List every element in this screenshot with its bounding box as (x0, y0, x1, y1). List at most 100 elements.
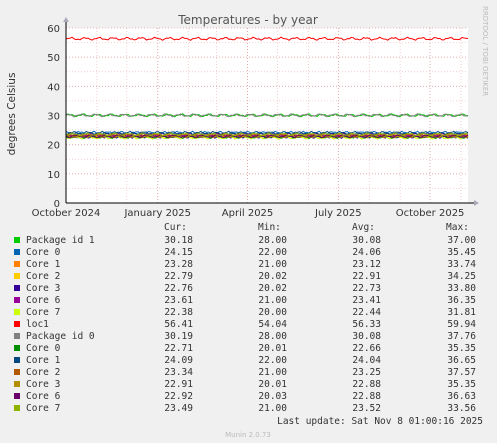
legend-row: Core 0 24.15 22.00 24.06 35.45 (0, 247, 497, 259)
legend-header: Cur: Min: Avg: Max: (0, 222, 497, 234)
legend-swatch (14, 333, 20, 339)
legend-swatch (14, 345, 20, 351)
legend-cur: 23.28 (164, 259, 193, 270)
x-tick-label: July 2025 (314, 208, 362, 219)
legend-row: Core 6 22.92 20.03 22.88 36.63 (0, 391, 497, 403)
legend-max: 36.65 (447, 355, 476, 366)
legend-max: 35.35 (447, 379, 476, 390)
legend-series-name: Core 2 (26, 271, 61, 282)
legend-row: Package id 1 30.18 28.00 30.08 37.00 (0, 235, 497, 247)
legend-avg: 22.88 (352, 379, 381, 390)
legend-swatch (14, 369, 20, 375)
plot-area: 0 10 20 30 40 50 60 October 2024 January 2025 Apr… (32, 17, 479, 219)
legend-avg: 22.66 (352, 343, 381, 354)
legend-row: Package id 0 30.19 28.00 30.08 37.76 (0, 331, 497, 343)
legend-cur: 24.09 (164, 355, 193, 366)
legend-row: Core 7 23.49 21.00 23.52 33.56 (0, 403, 497, 415)
legend-cur: 30.18 (164, 235, 193, 246)
legend-min: 21.00 (258, 295, 287, 306)
munin-version: Munin 2.0.73 (225, 431, 271, 439)
legend-avg: 22.44 (352, 307, 381, 318)
legend-avg: 22.73 (352, 283, 381, 294)
legend-avg: 30.08 (352, 235, 381, 246)
legend-max: 37.00 (447, 235, 476, 246)
y-tick-label: 20 (47, 141, 60, 152)
legend-min: 28.00 (258, 235, 287, 246)
legend-series-name: Package id 1 (26, 235, 95, 246)
legend-row: Core 3 22.76 20.02 22.73 33.80 (0, 283, 497, 295)
legend-series-name: Core 3 (26, 283, 61, 294)
legend-avg: 56.33 (352, 319, 381, 330)
legend-min: 22.00 (258, 355, 287, 366)
legend-min: 20.02 (258, 283, 287, 294)
legend-cur: 22.71 (164, 343, 193, 354)
series-line (65, 36, 469, 41)
legend-row: Core 7 22.38 20.00 22.44 31.81 (0, 307, 497, 319)
legend-max: 35.45 (447, 247, 476, 258)
legend-avg: 23.12 (352, 259, 381, 270)
legend-cur: 23.61 (164, 295, 193, 306)
legend-avg: 23.52 (352, 403, 381, 414)
legend-header-avg: Avg: (352, 222, 375, 233)
legend-row: loc1 56.41 54.04 56.33 59.94 (0, 319, 497, 331)
legend-series-name: Core 2 (26, 367, 61, 378)
legend-min: 54.04 (258, 319, 287, 330)
legend-swatch (14, 381, 20, 387)
legend-max: 59.94 (447, 319, 476, 330)
legend-series-name: Core 1 (26, 355, 61, 366)
legend-avg: 24.06 (352, 247, 381, 258)
legend-series-name: Core 0 (26, 343, 61, 354)
legend-series-name: Core 7 (26, 307, 61, 318)
x-tick-label: October 2025 (396, 208, 465, 219)
legend-swatch (14, 393, 20, 399)
legend-header-max: Max: (446, 222, 469, 233)
chart-title: Temperatures - by year (177, 13, 318, 27)
y-tick-label: 10 (47, 170, 60, 181)
y-axis-arrow (63, 17, 69, 22)
legend-max: 36.63 (447, 391, 476, 402)
legend-series-name: Core 7 (26, 403, 61, 414)
legend-min: 20.01 (258, 343, 287, 354)
legend-series-name: Package id 0 (26, 331, 95, 342)
legend-swatch (14, 249, 20, 255)
legend-swatch (14, 309, 20, 315)
legend-cur: 56.41 (164, 319, 193, 330)
y-tick-label: 30 (47, 112, 60, 123)
legend-max: 37.57 (447, 367, 476, 378)
x-tick-label: April 2025 (222, 208, 273, 219)
legend-avg: 23.41 (352, 295, 381, 306)
legend-swatch (14, 297, 20, 303)
series-line (65, 113, 469, 118)
y-tick-label: 0 (54, 199, 60, 210)
legend-max: 34.25 (447, 271, 476, 282)
legend-min: 21.00 (258, 259, 287, 270)
last-update: Last update: Sat Nov 8 01:00:16 2025 (277, 416, 483, 427)
legend-row: Core 2 23.34 21.00 23.25 37.57 (0, 367, 497, 379)
legend-avg: 22.88 (352, 391, 381, 402)
y-axis-label: degrees Celsius (6, 73, 18, 156)
legend-row: Core 1 24.09 22.00 24.04 36.65 (0, 355, 497, 367)
legend-series-name: Core 6 (26, 391, 61, 402)
legend-row: Core 1 23.28 21.00 23.12 33.74 (0, 259, 497, 271)
y-tick-label: 40 (47, 82, 60, 93)
legend-swatch (14, 237, 20, 243)
legend-swatch (14, 321, 20, 327)
legend-row: Core 6 23.61 21.00 23.41 36.35 (0, 295, 497, 307)
legend-swatch (14, 285, 20, 291)
legend-series-name: Core 3 (26, 379, 61, 390)
legend-header-min: Min: (258, 222, 281, 233)
legend-swatch (14, 273, 20, 279)
legend-max: 33.56 (447, 403, 476, 414)
legend-max: 33.80 (447, 283, 476, 294)
legend-series-name: Core 1 (26, 259, 61, 270)
legend-max: 35.35 (447, 343, 476, 354)
legend-avg: 22.91 (352, 271, 381, 282)
x-tick-label: January 2025 (123, 208, 191, 219)
legend-series-name: Core 0 (26, 247, 61, 258)
legend-swatch (14, 357, 20, 363)
legend-max: 36.35 (447, 295, 476, 306)
legend-avg: 30.08 (352, 331, 381, 342)
legend-cur: 30.19 (164, 331, 193, 342)
legend-min: 20.01 (258, 379, 287, 390)
legend-row: Core 3 22.91 20.01 22.88 35.35 (0, 379, 497, 391)
